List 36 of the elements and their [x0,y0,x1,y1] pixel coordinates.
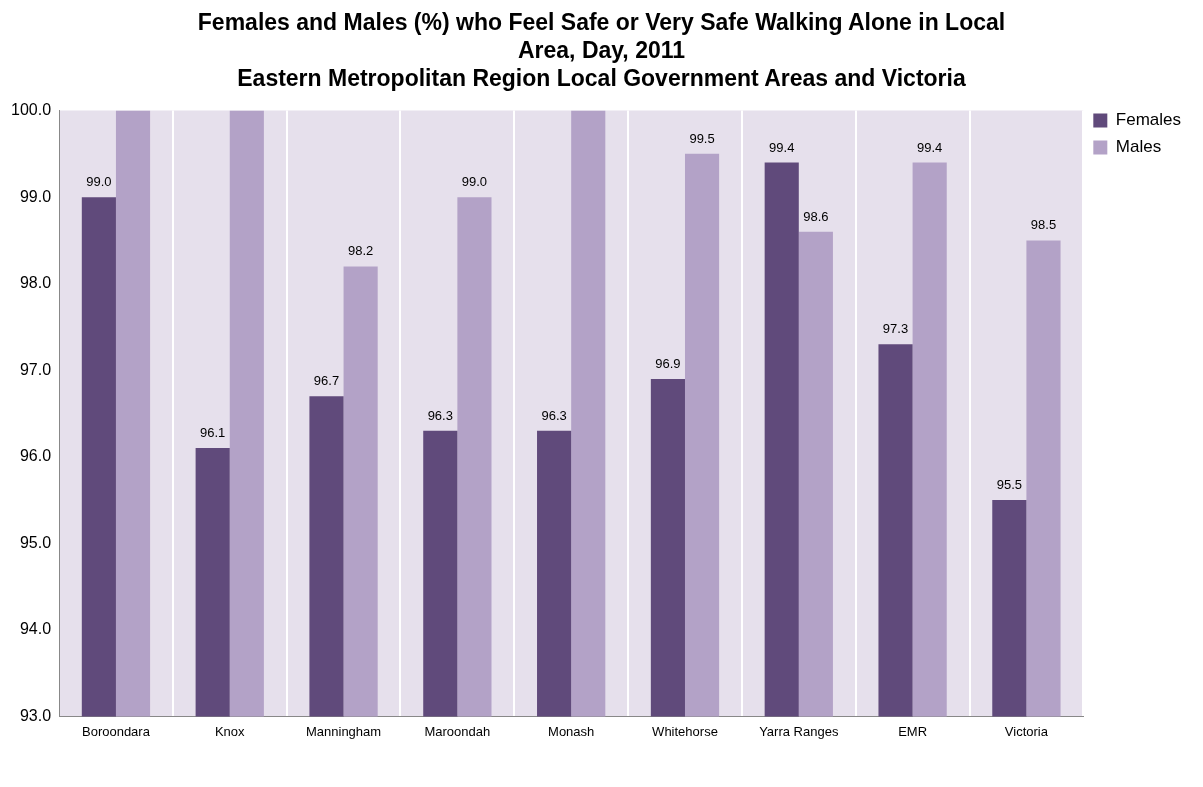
x-tick-label: Whitehorse [652,723,718,739]
data-label: 99.4 [917,139,943,155]
y-tick-label: 96.0 [19,447,52,465]
data-label: 96.1 [200,425,226,441]
data-label: 99.0 [86,174,112,190]
data-label: 95.5 [996,477,1022,493]
y-tick-label: 100.0 [10,101,52,119]
data-label: 97.3 [882,321,909,337]
data-label: 99.5 [689,130,715,146]
x-tick-label: Boroondara [81,723,151,739]
data-label: 98.2 [347,243,374,259]
y-tick-label: 99.0 [19,187,52,205]
legend-label: Females [1115,110,1181,130]
x-tick-label: Manningham [305,723,382,739]
y-tick-label: 98.0 [19,274,52,292]
x-tick-label: Yarra Ranges [759,723,839,739]
chart-subtitle: Eastern Metropolitan Region Local Government Areas and Victoria [236,64,967,92]
data-label: 98.5 [1030,217,1057,233]
data-label: 99.4 [769,139,795,155]
x-tick-label: EMR [898,723,928,739]
y-tick-label: 94.0 [19,620,52,638]
y-tick-label: 95.0 [19,533,52,551]
legend-label: Males [1115,137,1162,157]
data-label: 98.6 [803,208,829,224]
x-tick-label: Victoria [1004,723,1049,739]
data-label: 96.3 [427,407,453,423]
data-label: 99.0 [461,174,488,190]
x-tick-label: Knox [214,723,246,739]
data-label: 96.9 [655,355,681,371]
y-tick-label: 97.0 [19,360,52,378]
x-tick-label: Monash [548,723,595,739]
data-label: 96.3 [541,407,567,423]
chart-title: Females and Males (%) who Feel Safe or Very Safe Walking Alone in Local Area, Day, 2011 [196,8,1007,64]
x-tick-label: Maroondah [424,723,491,739]
y-tick-label: 93.0 [19,706,52,724]
data-label: 96.7 [313,373,340,389]
